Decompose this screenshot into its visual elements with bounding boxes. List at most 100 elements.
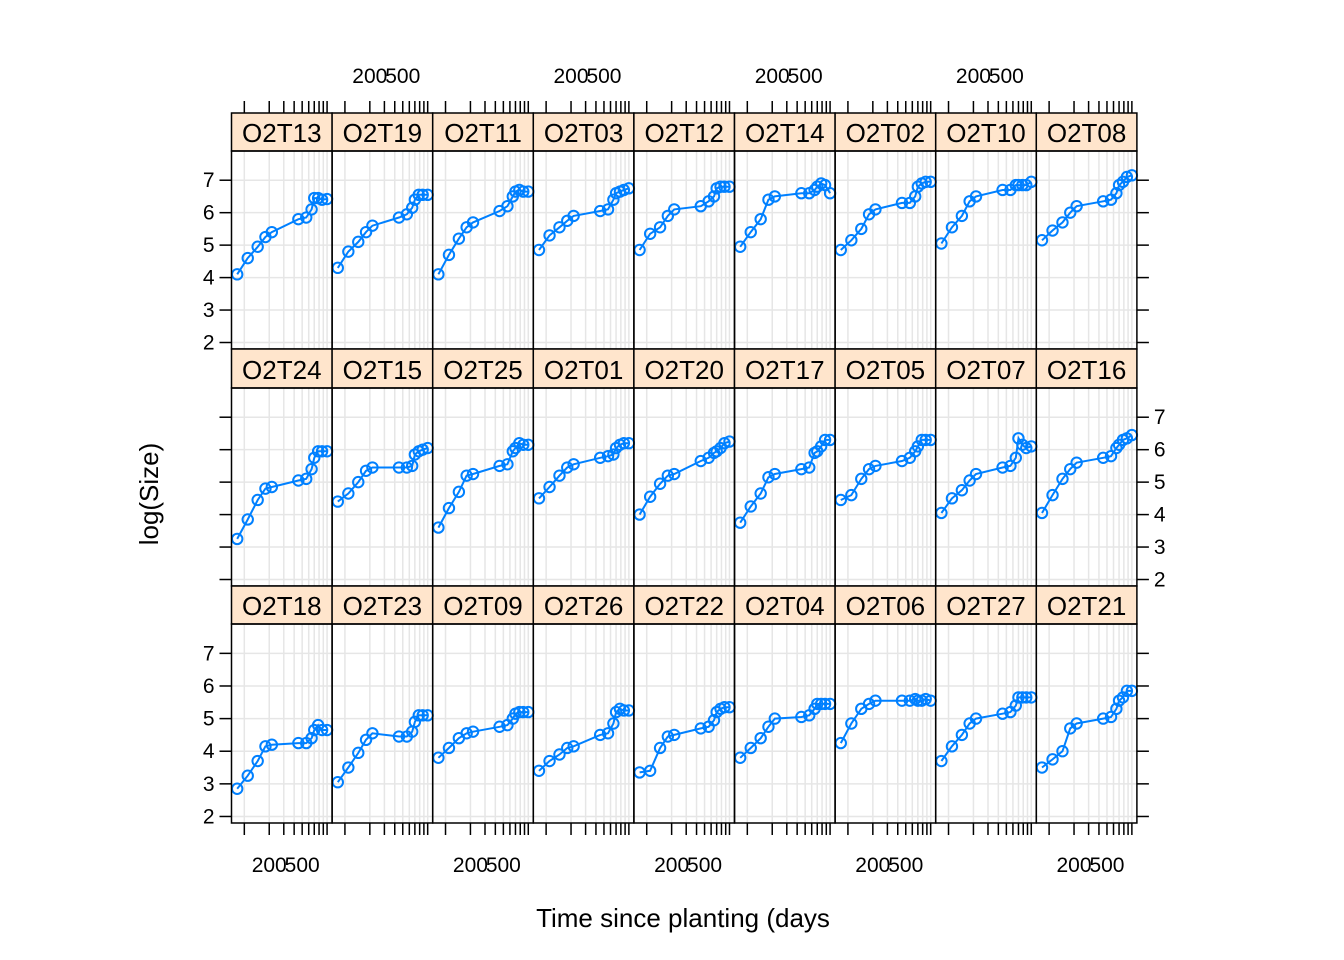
- strip-label: O2T27: [946, 591, 1026, 621]
- y-axis-title: log(Size): [134, 443, 164, 546]
- x-tick-label: 200: [1057, 854, 1092, 877]
- data-point-O2T12: [643, 227, 657, 240]
- strip-label: O2T19: [343, 118, 423, 148]
- data-point-O2T02: [855, 222, 868, 236]
- strip-label: O2T05: [846, 355, 926, 385]
- data-point-O2T26: [607, 717, 620, 730]
- data-point-O2T19: [392, 211, 406, 224]
- data-point-O2T03: [593, 204, 607, 218]
- data-point-O2T24: [251, 493, 264, 507]
- data-point-O2T18: [265, 738, 279, 751]
- x-tick-label: 500: [586, 65, 621, 88]
- strip-label: O2T15: [343, 355, 423, 385]
- data-point-O2T12: [661, 209, 675, 223]
- data-point-O2T15: [331, 495, 344, 508]
- data-point-O2T07: [1009, 451, 1022, 464]
- data-point-O2T26: [567, 740, 580, 753]
- data-point-O2T25: [493, 459, 506, 473]
- data-point-O2T06: [903, 694, 917, 707]
- data-point-O2T17: [795, 462, 808, 476]
- strip-label: O2T03: [544, 118, 624, 148]
- data-point-O2T13: [292, 212, 305, 226]
- data-point-O2T19: [405, 201, 419, 215]
- data-point-O2T05: [919, 433, 932, 447]
- data-point-O2T08: [1046, 224, 1059, 237]
- x-tick-label: 200: [654, 854, 689, 877]
- y-tick-label: 2: [203, 805, 215, 828]
- data-point-O2T09: [460, 727, 473, 740]
- data-point-O2T04: [762, 720, 775, 733]
- y-tick-label: 2: [203, 332, 215, 355]
- data-point-O2T09: [466, 725, 480, 738]
- data-point-O2T05: [862, 462, 876, 476]
- data-point-O2T26: [532, 764, 546, 778]
- data-point-O2T25: [517, 438, 530, 452]
- strip-label: O2T10: [946, 118, 1026, 148]
- data-point-O2T02: [869, 203, 882, 216]
- data-point-O2T17: [744, 500, 757, 513]
- data-point-O2T17: [762, 471, 775, 484]
- data-point-O2T24: [315, 445, 329, 458]
- series-line-O2T16: [1041, 434, 1133, 514]
- data-point-O2T11: [442, 248, 456, 262]
- data-point-O2T09: [513, 705, 526, 719]
- data-point-O2T25: [460, 469, 473, 482]
- strip-label: O2T12: [644, 118, 724, 148]
- strip-O2T19: [331, 112, 434, 152]
- data-point-O2T19: [342, 245, 355, 258]
- data-point-O2T12: [668, 203, 681, 216]
- data-point-O2T16: [1096, 451, 1110, 464]
- data-point-O2T03: [553, 221, 566, 234]
- strip-O2T23: [331, 585, 434, 625]
- data-point-O2T10: [945, 221, 959, 234]
- data-point-O2T01: [567, 458, 580, 471]
- data-point-O2T01: [601, 449, 615, 463]
- data-point-O2T15: [400, 461, 414, 474]
- strip-O2T07: [934, 348, 1038, 389]
- data-point-O2T22: [707, 714, 721, 727]
- data-point-O2T06: [862, 697, 876, 711]
- data-point-O2T02: [834, 243, 847, 257]
- strip-O2T13: [230, 112, 333, 152]
- data-point-O2T13: [251, 240, 264, 253]
- data-point-O2T10: [969, 190, 983, 203]
- strip-label: O2T16: [1047, 355, 1127, 385]
- data-point-O2T07: [945, 492, 959, 505]
- data-point-O2T13: [315, 193, 329, 206]
- strip-O2T05: [834, 348, 937, 389]
- data-point-O2T22: [661, 730, 675, 743]
- x-tick-label: 200: [554, 65, 589, 88]
- data-point-O2T25: [501, 458, 514, 471]
- data-point-O2T05: [869, 459, 882, 473]
- data-point-O2T17: [768, 467, 782, 481]
- data-point-O2T03: [567, 209, 580, 223]
- data-point-O2T14: [754, 212, 767, 226]
- data-point-O2T04: [795, 710, 808, 724]
- data-point-O2T23: [359, 733, 373, 747]
- data-point-O2T05: [834, 493, 847, 507]
- data-point-O2T22: [653, 741, 667, 755]
- data-point-O2T27: [955, 728, 969, 742]
- strip-label: O2T17: [745, 355, 825, 385]
- data-point-O2T26: [553, 748, 566, 761]
- strip-label: O2T25: [443, 355, 523, 385]
- data-point-O2T21: [1035, 761, 1049, 774]
- data-point-O2T17: [818, 433, 832, 447]
- data-point-O2T26: [561, 741, 574, 755]
- data-point-O2T01: [607, 448, 620, 461]
- strip-label: O2T07: [946, 355, 1026, 385]
- data-point-O2T14: [762, 193, 775, 206]
- data-point-O2T18: [241, 769, 254, 782]
- data-point-O2T11: [501, 199, 514, 213]
- data-point-O2T08: [1056, 216, 1069, 229]
- data-point-O2T02: [919, 175, 932, 189]
- strip-O2T16: [1035, 348, 1138, 389]
- strip-O2T03: [532, 112, 635, 152]
- data-point-O2T23: [408, 715, 422, 729]
- x-tick-label: 200: [252, 854, 287, 877]
- data-point-O2T24: [259, 482, 272, 495]
- y-tick-label: 6: [203, 202, 215, 225]
- data-point-O2T09: [517, 705, 530, 719]
- strip-O2T18: [230, 585, 333, 625]
- y-tick-label: 6: [1154, 439, 1166, 462]
